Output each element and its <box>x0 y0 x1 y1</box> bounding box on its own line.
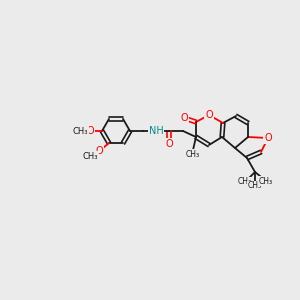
Text: O: O <box>180 113 188 123</box>
Text: NH: NH <box>148 126 164 136</box>
Text: O: O <box>95 146 103 156</box>
Text: O: O <box>205 110 213 120</box>
Text: CH₃: CH₃ <box>248 182 262 190</box>
Text: CH₃: CH₃ <box>82 152 98 160</box>
Text: CH₃: CH₃ <box>186 150 200 159</box>
Text: CH₃: CH₃ <box>72 127 88 136</box>
Text: O: O <box>165 139 173 149</box>
Text: CH₃: CH₃ <box>259 176 273 185</box>
Text: CH₃: CH₃ <box>238 178 252 187</box>
Text: O: O <box>86 126 94 136</box>
Text: O: O <box>264 133 272 143</box>
